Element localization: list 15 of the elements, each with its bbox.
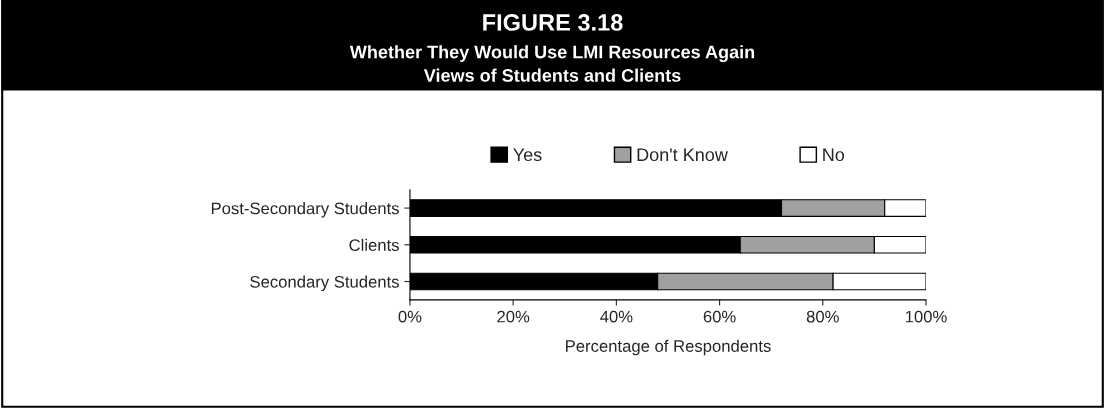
x-tick-label: 0% — [398, 310, 422, 323]
x-tick-label: 20% — [497, 310, 530, 323]
y-tick-label: Post-Secondary Students — [211, 202, 399, 218]
legend-label: No — [823, 148, 845, 162]
y-tick-label: Secondary Students — [250, 275, 399, 292]
legend-label: Yes — [513, 148, 542, 162]
chart-subtitle: Whether They Would Use LMI Resources Again Views of Students and Clients — [349, 45, 755, 82]
x-tick-label: 60% — [703, 310, 736, 323]
chart-title: FIGURE 3.18 — [483, 14, 623, 31]
y-tick-label: Clients — [349, 238, 399, 251]
x-axis-title: Percentage of Respondents — [566, 339, 771, 356]
x-tick-label: 80% — [806, 310, 839, 323]
legend-label: Don't Know — [637, 148, 728, 162]
x-tick-label: 100% — [905, 310, 947, 323]
x-tick-label: 40% — [600, 310, 633, 323]
